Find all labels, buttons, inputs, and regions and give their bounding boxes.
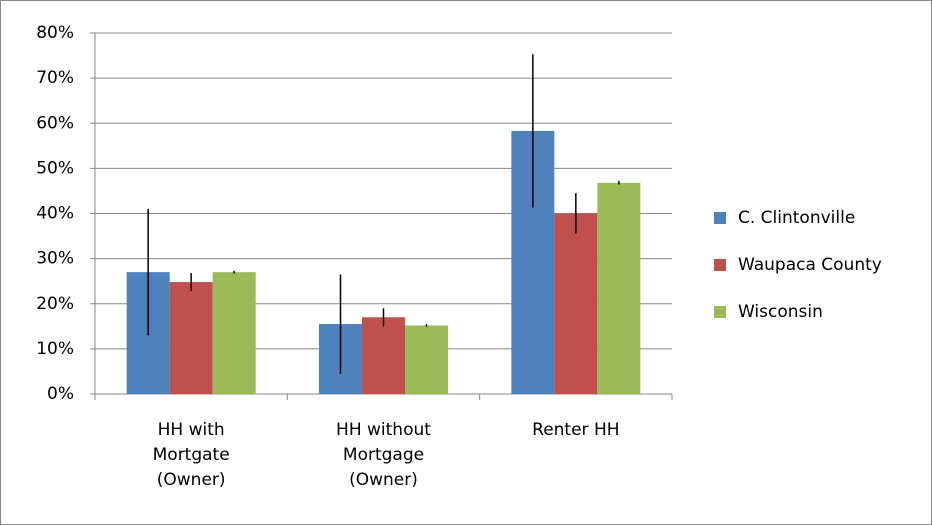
x-tick-label: HH without Mortgage (Owner) (336, 420, 431, 490)
legend-label: Wisconsin (738, 302, 823, 322)
y-tick-label: 20% (36, 294, 74, 314)
bar (405, 325, 448, 394)
bar (362, 317, 405, 394)
y-tick-label: 40% (36, 204, 74, 224)
y-tick-label: 60% (36, 113, 74, 133)
bar (554, 213, 598, 394)
bar (169, 282, 213, 394)
legend-swatch (714, 259, 726, 271)
x-tick-label: Renter HH (532, 420, 620, 440)
y-tick-label: 50% (36, 158, 74, 178)
y-tick-label: 10% (36, 339, 74, 359)
legend-swatch (714, 212, 726, 224)
legend-label: C. Clintonville (738, 208, 855, 228)
y-tick-label: 80% (36, 23, 74, 43)
y-tick-label: 30% (36, 249, 74, 269)
legend-swatch (714, 306, 726, 318)
y-tick-label: 70% (36, 68, 74, 88)
bar (212, 272, 256, 394)
x-tick-label: HH with Mortgate (Owner) (152, 420, 230, 490)
y-tick-label: 0% (47, 384, 74, 404)
bar (597, 182, 641, 394)
legend-label: Waupaca County (738, 255, 882, 275)
